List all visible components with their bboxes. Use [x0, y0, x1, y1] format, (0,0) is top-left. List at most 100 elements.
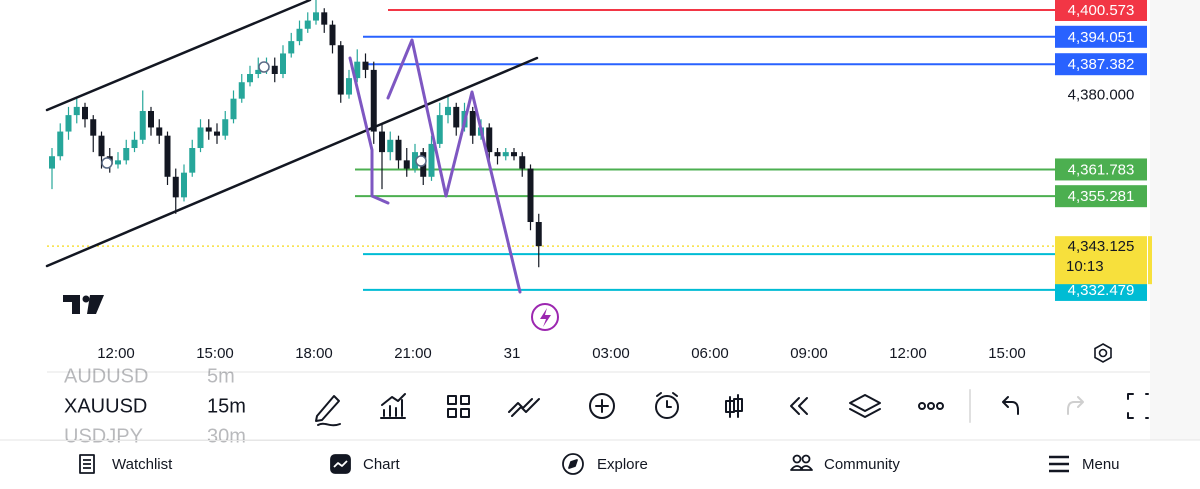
- candle-body: [57, 131, 64, 157]
- candle-body: [527, 168, 534, 223]
- candle-body: [238, 82, 245, 99]
- candle-body: [535, 222, 542, 247]
- symbol[interactable]: AUDUSD: [64, 365, 148, 387]
- price-label: 4,355.281: [1068, 188, 1135, 205]
- price-label: 4,332.479: [1068, 282, 1135, 299]
- candle-body: [98, 135, 105, 157]
- candle-body: [214, 131, 220, 136]
- candle-body: [296, 28, 303, 42]
- last-price-box: [1055, 236, 1147, 285]
- tv-logo: [63, 295, 104, 314]
- nav-item[interactable]: Menu: [1082, 456, 1120, 473]
- candle-body: [469, 111, 476, 136]
- candle-body: [139, 111, 146, 140]
- indicators-icon[interactable]: [380, 393, 406, 419]
- candle-body: [82, 106, 88, 120]
- drawings: [45, 0, 559, 331]
- x-tick-label: 21:00: [394, 345, 432, 362]
- candle-body: [354, 61, 361, 79]
- redo-icon: [1067, 396, 1084, 415]
- candle-body: [428, 143, 435, 177]
- countdown: 10:13: [1066, 258, 1104, 275]
- candle-body: [65, 115, 72, 132]
- candle-body: [321, 12, 328, 25]
- trendline: [45, 0, 312, 112]
- candle-body: [387, 139, 394, 153]
- candle-body: [362, 61, 369, 70]
- marker: [258, 61, 270, 73]
- candle-body: [494, 152, 501, 157]
- candle-body: [280, 53, 286, 75]
- nav-item[interactable]: Chart: [363, 456, 401, 473]
- draw-icon[interactable]: [315, 395, 341, 427]
- symbol[interactable]: USDJPY: [64, 425, 143, 447]
- price-label: 4,400.573: [1068, 2, 1135, 19]
- symbol[interactable]: XAUUSD: [64, 395, 147, 417]
- replay-icon[interactable]: [790, 397, 808, 415]
- x-tick-label: 03:00: [592, 345, 630, 362]
- candle-body: [511, 152, 517, 157]
- toolbar: [315, 389, 1149, 427]
- x-tick-label: 18:00: [295, 345, 333, 362]
- interval[interactable]: 15m: [207, 395, 246, 417]
- undo-icon[interactable]: [1002, 396, 1019, 415]
- candle-body: [403, 160, 410, 169]
- nav-item[interactable]: Watchlist: [112, 456, 173, 473]
- alert-icon[interactable]: [655, 395, 679, 419]
- candle-body: [453, 106, 460, 128]
- price-label-box: [1055, 0, 1147, 21]
- x-tick-label: 06:00: [691, 345, 729, 362]
- candle-body: [329, 24, 336, 46]
- candle-body: [164, 135, 171, 177]
- price-label: 4,361.783: [1068, 161, 1135, 178]
- last-price-marker: [1148, 236, 1152, 285]
- nav-item[interactable]: Community: [824, 456, 900, 473]
- price-label: 4,394.051: [1068, 29, 1135, 46]
- candle-body: [205, 127, 212, 132]
- candle-body: [304, 20, 311, 29]
- marker: [415, 155, 427, 167]
- x-tick-label: 15:00: [196, 345, 234, 362]
- price-label-box: [1055, 25, 1147, 48]
- settings-icon[interactable]: [1094, 343, 1112, 363]
- marker: [101, 157, 113, 169]
- candle-body: [247, 74, 253, 83]
- fullscreen-icon[interactable]: [1127, 393, 1149, 419]
- candle-body: [115, 160, 121, 165]
- x-tick-label: 12:00: [97, 345, 135, 362]
- chart-type-icon[interactable]: [725, 394, 743, 418]
- candle-body: [131, 139, 138, 149]
- event-icon[interactable]: [531, 303, 559, 331]
- candle-body: [255, 69, 262, 75]
- candle-body: [181, 172, 187, 198]
- side-strip: [1150, 0, 1200, 440]
- more-icon[interactable]: [918, 402, 926, 410]
- candle-body: [346, 78, 352, 95]
- templates-icon[interactable]: [447, 395, 470, 418]
- x-tick-label: 12:00: [889, 345, 927, 362]
- interval[interactable]: 5m: [207, 365, 235, 387]
- clip-bottom: [40, 440, 300, 441]
- add-icon[interactable]: [589, 393, 615, 419]
- candle-body: [486, 127, 493, 153]
- zigzag: [348, 56, 390, 205]
- candle-body: [395, 139, 402, 161]
- price-label: 4,387.382: [1068, 56, 1135, 73]
- interval[interactable]: 30m: [207, 425, 246, 447]
- candle-body: [445, 106, 451, 116]
- candle-body: [230, 98, 237, 120]
- price-label-box: [1055, 53, 1147, 76]
- layers-icon[interactable]: [849, 394, 881, 418]
- nav-item[interactable]: Explore: [597, 456, 648, 473]
- event-bolt: [540, 308, 551, 327]
- candle-body: [197, 127, 204, 149]
- candle-body: [337, 45, 344, 95]
- candle-body: [502, 152, 509, 157]
- x-tick-label: 31: [504, 345, 521, 362]
- bottom-nav: [0, 440, 1200, 489]
- candle-body: [156, 127, 163, 136]
- compare-icon[interactable]: [508, 398, 540, 417]
- candle-body: [90, 119, 97, 136]
